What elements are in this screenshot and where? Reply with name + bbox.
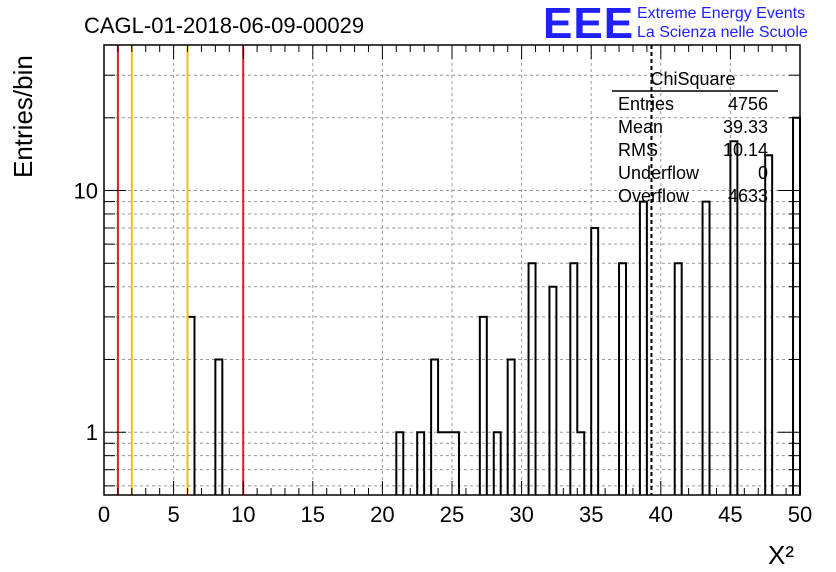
y-tick-label: 10 [74, 179, 98, 204]
stats-value: 39.33 [723, 117, 768, 137]
histogram-bin [395, 431, 405, 495]
histogram-bin [214, 358, 224, 495]
histogram-bin [701, 200, 711, 495]
x-tick-label: 15 [301, 502, 325, 527]
stats-label: Overflow [618, 186, 690, 206]
histogram-bin [416, 431, 426, 495]
x-tick-label: 5 [167, 502, 179, 527]
x-tick-label: 30 [509, 502, 533, 527]
histogram-bin [492, 431, 502, 495]
stats-value: 4633 [728, 186, 768, 206]
histogram-bin [527, 262, 537, 495]
x-tick-label: 40 [649, 502, 673, 527]
x-tick-label: 0 [98, 502, 110, 527]
eee-logo: EEE [543, 0, 635, 48]
histogram-bin [569, 262, 586, 495]
stats-box: ChiSquare Entries 4756 Mean 39.33 RMS 10.14 Und… [612, 69, 778, 206]
grid-lines [104, 45, 800, 495]
reference-lines [116, 45, 653, 495]
histogram-bin [764, 154, 774, 495]
stats-value: 4756 [728, 94, 768, 114]
histogram-bin [590, 226, 600, 495]
histogram-bin [430, 358, 460, 495]
axes: 0 5 10 15 20 25 30 35 40 45 50 1 10 [74, 44, 812, 527]
x-axis-label: X² [768, 540, 794, 570]
stats-label: Underflow [618, 163, 700, 183]
histogram-bin [729, 140, 739, 495]
histogram-bin [548, 285, 558, 495]
y-tick-label: 1 [86, 420, 98, 445]
x-tick-label: 20 [370, 502, 394, 527]
stats-label: Entries [618, 94, 674, 114]
x-tick-label: 45 [718, 502, 742, 527]
x-tick-label: 10 [231, 502, 255, 527]
stats-value: 10.14 [723, 140, 768, 160]
logo-line-2: La Scienza nelle Scuole [637, 24, 808, 41]
histogram-bin [478, 315, 488, 495]
x-tick-label: 35 [579, 502, 603, 527]
histogram-bin [792, 116, 801, 495]
chart-title: CAGL-01-2018-06-09-00029 [84, 13, 364, 38]
histogram-bin [506, 358, 516, 495]
histogram-bin [638, 200, 648, 495]
stats-label: RMS [618, 140, 658, 160]
logo-line-1: Extreme Energy Events [637, 5, 806, 22]
histogram-bars [186, 116, 801, 495]
stats-title: ChiSquare [650, 69, 735, 89]
y-axis-label: Entries/bin [8, 55, 38, 178]
histogram-bin [673, 262, 683, 495]
histogram-bin [618, 262, 627, 495]
x-tick-label: 25 [440, 502, 464, 527]
histogram-bin [186, 315, 196, 495]
stats-value: 0 [758, 163, 768, 183]
stats-label: Mean [618, 117, 663, 137]
x-tick-label: 50 [788, 502, 812, 527]
